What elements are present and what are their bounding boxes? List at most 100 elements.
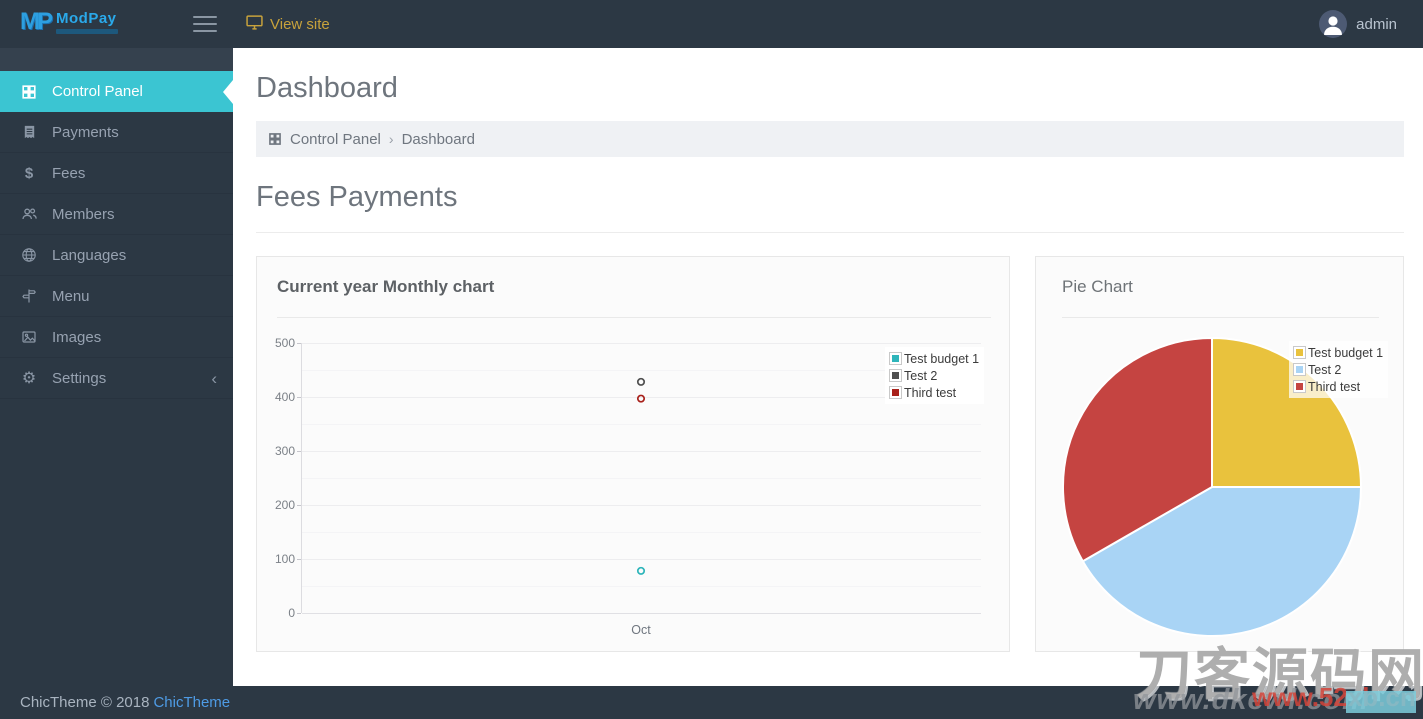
legend-label: Test budget 1: [1308, 345, 1384, 360]
gridline-300: [302, 451, 981, 452]
sidebar-item-fees[interactable]: $ Fees: [0, 153, 233, 194]
legend-label: Third test: [904, 385, 957, 400]
x-axis-tick-label: Oct: [631, 623, 651, 637]
legend-label: Third test: [1308, 379, 1361, 394]
monitor-icon: [246, 14, 263, 34]
receipt-icon: [20, 123, 38, 141]
sidebar-toggle-icon[interactable]: [193, 16, 217, 32]
app-logo[interactable]: MP ModPay: [20, 8, 118, 36]
pie-legend: Test budget 1 Test 2 Third test: [1289, 341, 1389, 398]
gridline-0: [302, 613, 981, 614]
sidebar-item-settings[interactable]: ⚙ Settings ‹: [0, 358, 233, 399]
pie-chart: [1062, 337, 1362, 637]
sidebar: Control Panel Payments $ Fees Members: [0, 48, 233, 686]
dollar-icon: $: [24, 164, 34, 182]
theme-link[interactable]: ChicTheme: [153, 694, 231, 711]
globe-icon: [20, 246, 38, 264]
y-tick-label: 300: [274, 444, 295, 458]
y-tick-label: 0: [288, 606, 295, 620]
sidebar-item-label: Members: [52, 205, 115, 223]
scatter-point: [636, 394, 646, 403]
grid-icon: [20, 83, 38, 101]
pie-slice: [1062, 337, 1214, 563]
sidebar-item-label: Payments: [52, 123, 119, 141]
y-tick-label: 200: [274, 498, 295, 512]
y-tick-mark: [297, 559, 301, 560]
pie-slice: [1081, 486, 1362, 637]
sidebar-item-images[interactable]: Images: [0, 317, 233, 358]
image-icon: [20, 328, 38, 346]
sidebar-item-menu[interactable]: Menu: [0, 276, 233, 317]
legend-entry: Test budget 1: [889, 350, 980, 367]
gridline-minor: [302, 532, 981, 533]
legend-entry: Test 2: [889, 367, 979, 384]
gridline-100: [302, 559, 981, 560]
scatter-points-layer: [636, 377, 646, 575]
sidebar-item-label: Fees: [52, 164, 86, 182]
legend-swatch: [889, 369, 902, 382]
active-item-arrow: [223, 79, 233, 104]
y-tick-mark: [297, 613, 301, 614]
chevron-left-icon: ‹: [211, 368, 217, 388]
breadcrumb-control-panel[interactable]: Control Panel: [290, 130, 381, 148]
legend-swatch: [889, 386, 902, 399]
gridline-200: [302, 505, 981, 506]
section-divider: [256, 232, 1404, 233]
legend-entry: Test 2: [1293, 361, 1383, 378]
legend-label: Test 2: [1308, 362, 1342, 377]
top-navbar: MP ModPay View site admin: [0, 0, 1423, 48]
pie-chart-title: Pie Chart: [1062, 277, 1133, 296]
grid-icon: [268, 132, 282, 146]
gridline-minor: [302, 586, 981, 587]
sidebar-item-members[interactable]: Members: [0, 194, 233, 235]
card-divider: [277, 317, 991, 318]
sidebar-item-payments[interactable]: Payments: [0, 112, 233, 153]
section-title: Fees Payments: [256, 181, 458, 213]
gridline-minor: [302, 424, 981, 425]
card-divider: [1062, 317, 1379, 318]
monthly-chart-card: Current year Monthly chart 0 100 200 300 400…: [256, 256, 1010, 652]
legend-entry: Third test: [889, 384, 979, 401]
y-tick-label: 100: [274, 552, 295, 566]
breadcrumb-dashboard: Dashboard: [401, 130, 475, 148]
sidebar-item-control-panel[interactable]: Control Panel: [0, 71, 233, 112]
legend-label: Test 2: [904, 368, 938, 383]
footer: ChicTheme © 2018 ChicTheme: [0, 686, 1423, 719]
legend-swatch: [1293, 363, 1306, 376]
gridline-400: [302, 397, 981, 398]
page-title: Dashboard: [256, 72, 398, 104]
signpost-icon: [20, 287, 38, 305]
legend-entry: Test budget 1: [1293, 344, 1384, 361]
scatter-point: [636, 377, 646, 386]
y-tick-mark: [297, 397, 301, 398]
logo-name: ModPay: [56, 10, 117, 27]
sidebar-item-label: Languages: [52, 246, 127, 264]
legend-label: Test budget 1: [904, 351, 980, 366]
scatter-legend: Test budget 1 Test 2 Third test: [885, 347, 985, 404]
gear-icon: ⚙: [21, 368, 37, 387]
sidebar-item-languages[interactable]: Languages: [0, 235, 233, 276]
y-tick-mark: [297, 505, 301, 506]
sidebar-item-label: Control Panel: [52, 83, 143, 100]
view-site-link[interactable]: View site: [246, 0, 330, 48]
breadcrumb: Control Panel › Dashboard: [256, 121, 1404, 157]
y-axis-line: [301, 343, 302, 613]
members-icon: [20, 205, 38, 223]
legend-swatch: [889, 352, 902, 365]
logo-tagline: [56, 29, 118, 34]
monthly-chart-title: Current year Monthly chart: [277, 277, 495, 296]
breadcrumb-separator: ›: [388, 131, 394, 147]
avatar: [1319, 10, 1348, 38]
pie-chart-card: Pie Chart Test budget 1 Test 2 Third test: [1035, 256, 1404, 652]
sidebar-top-strip: [0, 48, 233, 71]
scatter-point: [636, 566, 646, 575]
legend-swatch: [1293, 380, 1306, 393]
view-site-label: View site: [270, 15, 330, 33]
user-menu[interactable]: admin: [1319, 0, 1397, 48]
legend-entry: Third test: [1293, 378, 1383, 395]
sidebar-item-label: Menu: [52, 287, 90, 305]
logo-mp-icon: MP: [20, 8, 53, 35]
gridline-minor: [302, 478, 981, 479]
y-tick-label: 400: [274, 390, 295, 404]
